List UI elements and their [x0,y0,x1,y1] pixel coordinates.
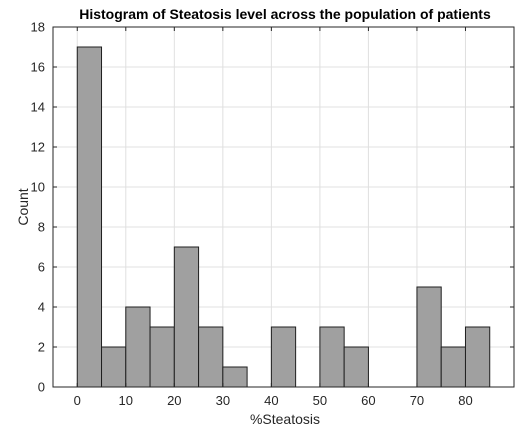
histogram-bar [440,346,466,388]
histogram-bar [173,246,200,388]
y-tick-label: 6 [38,260,45,275]
histogram-bar [270,326,297,388]
axes [52,26,515,388]
histogram-bar [416,286,442,388]
x-axis-label: %Steatosis [250,411,320,427]
y-tick-label: 8 [38,220,45,235]
x-tick-label: 50 [313,393,327,408]
plot-area-border [52,26,515,388]
x-tick-label: 30 [216,393,230,408]
y-axis-label: Count [15,188,31,225]
y-tick-label: 16 [31,60,45,75]
histogram-bar [101,346,127,388]
histogram-bar [125,306,151,388]
chart-title: Histogram of Steatosis level across the … [79,6,491,22]
y-tick-labels: 0 2 4 6 8 10 12 14 16 18 [31,20,45,395]
histogram-bar [319,326,345,388]
y-tick-label: 12 [31,140,45,155]
y-tick-label: 14 [31,100,45,115]
histogram-bar [149,326,175,388]
histogram-bar [222,366,248,388]
histogram-bar [198,326,224,388]
histogram-bar [343,346,369,388]
x-tick-label: 10 [119,393,133,408]
histogram-bar [464,326,491,388]
x-tick-label: 0 [74,393,81,408]
y-tick-label: 0 [38,380,45,395]
x-tick-labels: 0 10 20 30 40 50 60 70 80 [74,393,473,408]
y-tick-label: 4 [38,300,45,315]
y-tick-label: 18 [31,20,45,35]
histogram-bar [76,46,103,388]
x-tick-label: 20 [167,393,181,408]
x-tick-label: 60 [361,393,375,408]
y-tick-label: 2 [38,340,45,355]
x-tick-label: 70 [410,393,424,408]
y-tick-label: 10 [31,180,45,195]
x-tick-label: 40 [264,393,278,408]
histogram-bars [76,46,491,388]
x-tick-label: 80 [458,393,472,408]
